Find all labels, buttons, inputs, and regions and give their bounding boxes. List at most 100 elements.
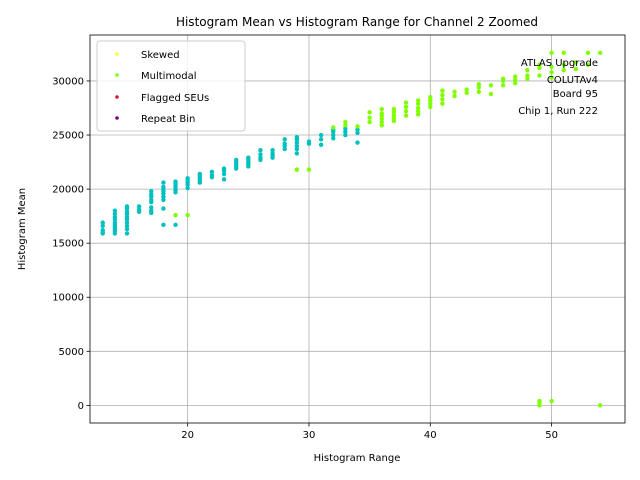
point-multimodal	[500, 83, 506, 88]
point-multimodal	[355, 124, 360, 129]
annotation-block: ATLAS Upgrade COLUTAv4 Board 95 Chip 1, …	[518, 58, 598, 117]
annotation-line-4: Chip 1, Run 222	[518, 106, 598, 117]
y-tick-label: 5000	[59, 347, 84, 358]
point-normal	[258, 155, 263, 160]
point-normal	[100, 223, 105, 229]
point-multimodal	[537, 65, 542, 71]
point-multimodal	[561, 67, 566, 73]
point-multimodal	[331, 125, 336, 130]
point-normal	[149, 197, 154, 203]
point-normal	[270, 147, 275, 153]
annotation-line-2: COLUTAv4	[547, 75, 598, 86]
x-axis-label: Histogram Range	[314, 453, 401, 464]
point-multimodal	[428, 98, 433, 103]
point-multimodal	[549, 398, 554, 404]
point-normal	[185, 176, 190, 181]
point-multimodal	[440, 101, 445, 106]
point-multimodal	[306, 167, 312, 172]
point-normal	[282, 137, 287, 142]
point-normal	[149, 192, 154, 197]
point-normal	[294, 134, 300, 140]
x-tick-label: 40	[424, 430, 437, 441]
point-normal	[124, 215, 130, 220]
point-multimodal	[403, 109, 409, 114]
point-multimodal	[585, 50, 591, 56]
point-normal	[173, 222, 178, 227]
point-multimodal	[415, 101, 421, 106]
point-multimodal	[415, 105, 421, 111]
point-normal	[343, 132, 348, 138]
point-multimodal	[488, 83, 494, 88]
legend: Skewed Multimodal Flagged SEUs Repeat Bi…	[96, 40, 246, 132]
point-normal	[294, 146, 300, 152]
point-multimodal	[537, 62, 542, 67]
point-normal	[294, 143, 300, 149]
point-multimodal	[440, 92, 445, 98]
point-multimodal	[500, 76, 506, 81]
point-normal	[100, 231, 105, 236]
point-normal	[318, 142, 324, 147]
legend-marker-multimodal	[115, 73, 119, 77]
point-normal	[161, 222, 166, 227]
point-multimodal	[403, 100, 409, 105]
point-multimodal	[537, 73, 542, 78]
point-normal	[318, 137, 324, 142]
point-normal	[149, 208, 154, 213]
point-multimodal	[573, 66, 579, 72]
point-multimodal	[513, 74, 518, 79]
point-normal	[221, 166, 227, 171]
point-multimodal	[173, 212, 178, 218]
point-multimodal	[367, 110, 372, 115]
point-normal	[233, 157, 239, 163]
point-normal	[112, 215, 118, 220]
chart-title: Histogram Mean vs Histogram Range for Ch…	[176, 15, 538, 29]
point-multimodal	[415, 112, 421, 117]
point-multimodal	[379, 106, 384, 112]
point-normal	[185, 185, 190, 191]
point-normal	[258, 152, 263, 157]
point-normal	[343, 126, 348, 131]
legend-marker-skewed	[115, 52, 119, 56]
legend-label-skewed: Skewed	[141, 50, 180, 61]
point-multimodal	[525, 76, 530, 81]
point-normal	[331, 136, 336, 141]
point-normal	[221, 171, 227, 177]
point-multimodal	[428, 101, 433, 106]
point-normal	[161, 180, 166, 185]
point-normal	[270, 151, 275, 156]
point-normal	[124, 226, 130, 232]
point-multimodal	[391, 110, 397, 115]
point-normal	[124, 209, 130, 215]
point-normal	[282, 146, 287, 152]
data-points	[100, 50, 603, 408]
y-tick-label: 10000	[52, 293, 84, 304]
point-multimodal	[513, 80, 518, 86]
point-multimodal	[379, 123, 384, 128]
point-multimodal	[343, 119, 348, 125]
point-normal	[161, 194, 166, 199]
point-normal	[161, 206, 166, 211]
x-tick-label: 30	[303, 430, 316, 441]
point-multimodal	[464, 90, 469, 96]
legend-label-multimodal: Multimodal	[141, 71, 197, 82]
point-normal	[221, 177, 227, 182]
point-multimodal	[343, 123, 348, 128]
point-multimodal	[185, 212, 190, 218]
point-multimodal	[379, 119, 384, 125]
point-multimodal	[415, 98, 421, 103]
point-multimodal	[549, 50, 554, 56]
point-multimodal	[391, 106, 397, 112]
point-normal	[331, 132, 336, 138]
point-normal	[209, 169, 215, 174]
point-normal	[124, 231, 130, 236]
point-normal	[306, 139, 312, 144]
point-multimodal	[561, 62, 566, 67]
point-multimodal	[585, 62, 591, 67]
point-multimodal	[452, 93, 457, 99]
legend-marker-flagged-seus	[115, 95, 119, 99]
point-multimodal	[428, 104, 433, 110]
point-normal	[343, 129, 348, 134]
point-multimodal	[294, 167, 300, 172]
point-multimodal	[488, 91, 494, 97]
